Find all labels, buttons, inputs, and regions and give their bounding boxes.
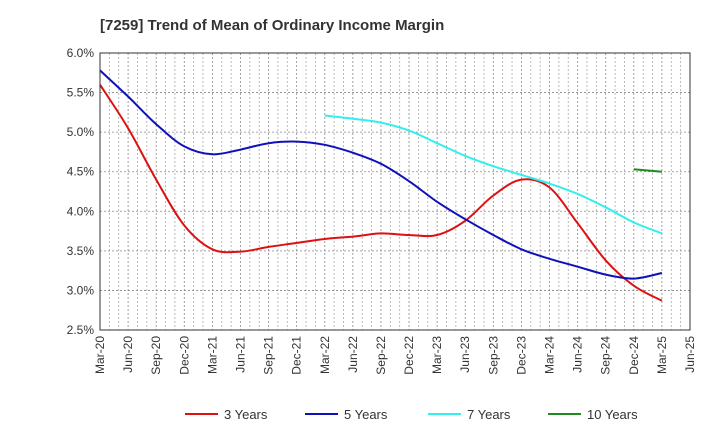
x-tick-label: Sep-20 [149, 336, 163, 375]
x-tick-label: Jun-25 [683, 336, 697, 373]
y-tick-label: 3.5% [67, 244, 95, 258]
series-line-3-years [99, 84, 663, 302]
legend-label: 7 Years [467, 407, 511, 422]
series-line-7-years [324, 114, 663, 235]
x-tick-label: Jun-24 [571, 336, 585, 373]
x-tick-label: Mar-23 [430, 336, 444, 374]
x-tick-label: Mar-21 [205, 336, 219, 374]
x-tick-label: Sep-24 [599, 336, 613, 375]
y-tick-label: 2.5% [67, 323, 95, 337]
y-tick-label: 3.0% [67, 283, 95, 297]
legend-label: 5 Years [344, 407, 388, 422]
x-tick-label: Dec-24 [627, 336, 641, 375]
x-tick-label: Dec-22 [402, 336, 416, 375]
y-tick-label: 5.5% [67, 86, 95, 100]
legend-layer: 3 Years 5 Years 7 Years 10 Years [185, 407, 638, 422]
x-tick-label: Dec-20 [177, 336, 191, 375]
chart-title: [7259] Trend of Mean of Ordinary Income … [100, 17, 445, 34]
x-tick-label: Dec-23 [514, 336, 528, 375]
x-tick-label: Sep-22 [374, 336, 388, 375]
legend-label: 3 Years [224, 407, 268, 422]
x-tick-label: Mar-24 [543, 336, 557, 374]
x-tick-label: Sep-21 [262, 336, 276, 375]
plot-frame [99, 52, 691, 331]
series-layer [99, 69, 663, 302]
x-tick-label: Mar-20 [93, 336, 107, 374]
x-tick-label: Jun-21 [233, 336, 247, 373]
x-tick-label: Mar-25 [655, 336, 669, 374]
x-tick-label: Sep-23 [486, 336, 500, 375]
series-line-5-years [99, 69, 663, 280]
axis-layer: 2.5% 3.0% 3.5% 4.0% 4.5% 5.0% 5.5% 6.0% Mar-20 Ju… [67, 46, 697, 375]
x-tick-label: Dec-21 [290, 336, 304, 375]
y-tick-label: 6.0% [67, 46, 95, 60]
x-tick-label: Jun-20 [121, 336, 135, 373]
y-tick-label: 4.5% [67, 165, 95, 179]
y-tick-label: 4.0% [67, 204, 95, 218]
grid-layer [99, 52, 691, 331]
series-line-10-years [633, 168, 662, 173]
legend-label: 10 Years [587, 407, 638, 422]
x-tick-label: Jun-22 [346, 336, 360, 373]
y-tick-label: 5.0% [67, 125, 95, 139]
x-tick-label: Jun-23 [458, 336, 472, 373]
x-tick-label: Mar-22 [318, 336, 332, 374]
